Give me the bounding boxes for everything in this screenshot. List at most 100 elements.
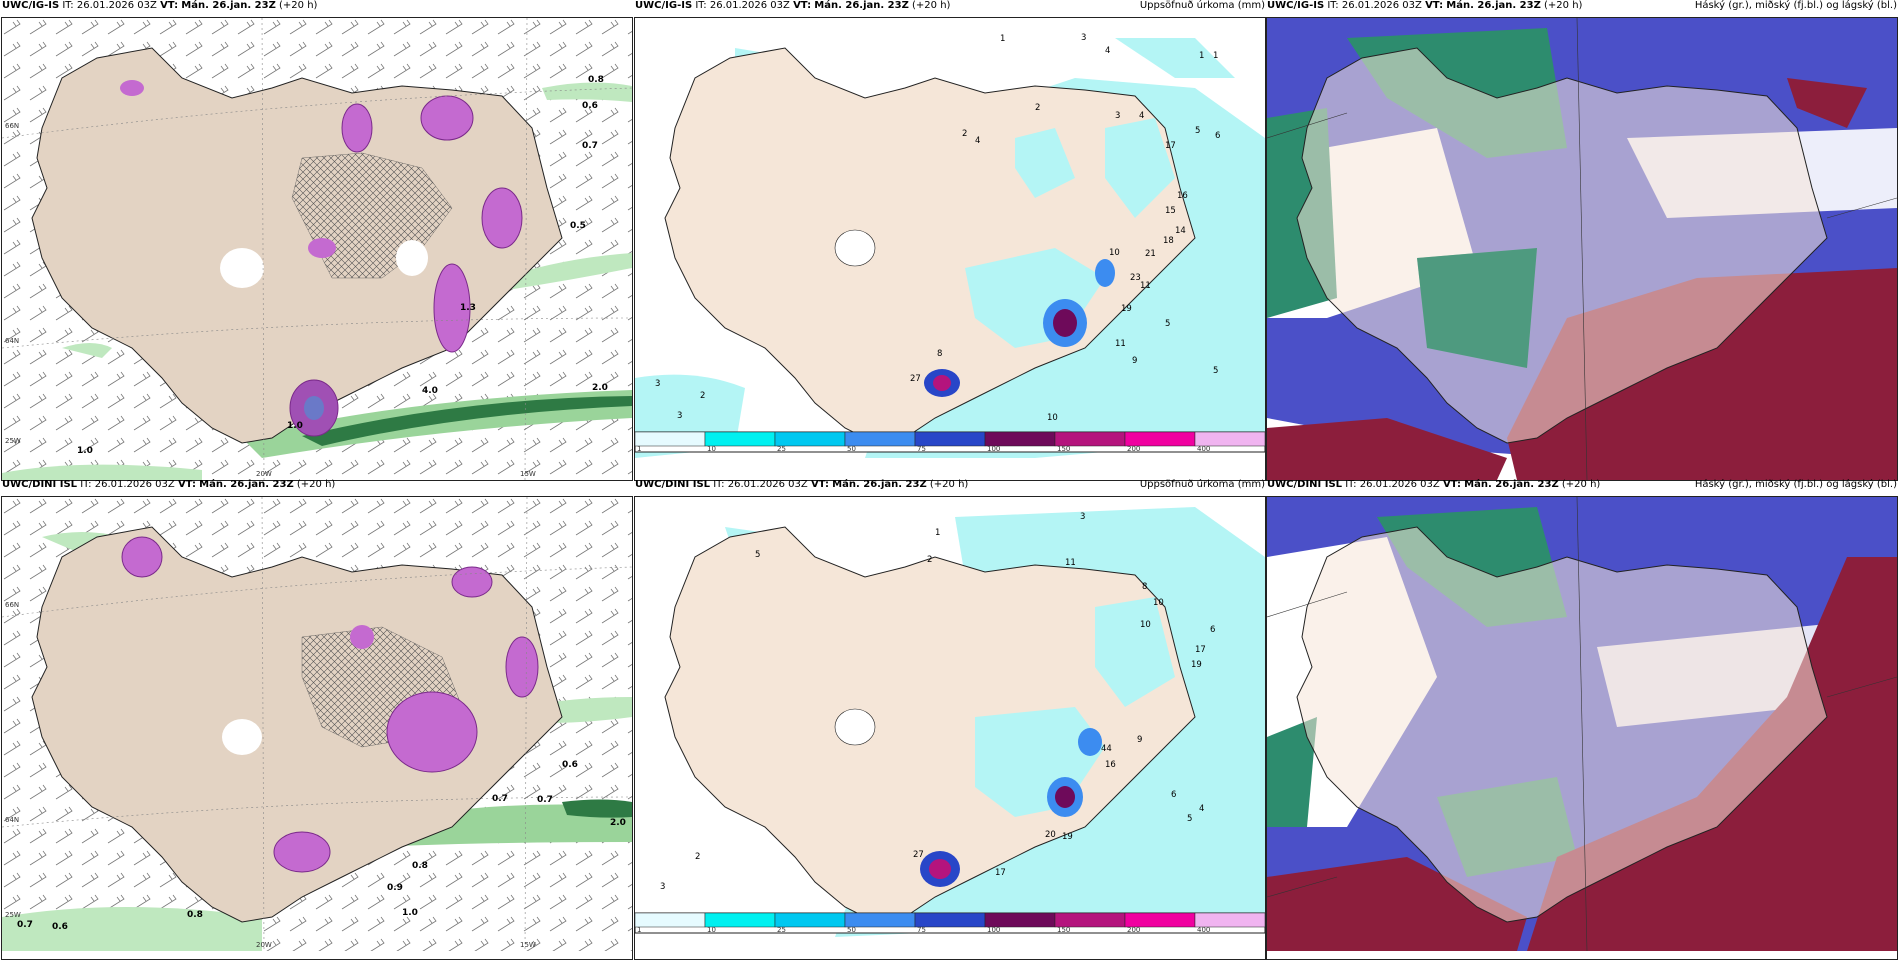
colorbar-tick: 400 — [1197, 926, 1210, 934]
lat-label: 66N — [5, 601, 19, 609]
wind-label: 0.7 — [17, 920, 33, 930]
precip-value: 19 — [1121, 304, 1132, 314]
precip-value: 21 — [1145, 249, 1156, 259]
colorbar-tick: 50 — [847, 926, 856, 934]
model-name: UWC/IG-IS — [635, 0, 693, 11]
colorbar-tick: 200 — [1127, 445, 1140, 453]
precip-value: 2 — [927, 555, 932, 565]
precip-value: 5 — [1187, 814, 1192, 824]
wind-label: 0.6 — [582, 101, 598, 111]
lon-label: 15W — [520, 941, 536, 949]
vt-value: Mán. 26.jan. 23Z — [181, 0, 276, 11]
panel-top-accum-precip: UWC/IG-IS IT: 26.01.2026 03Z VT: Mán. 26… — [634, 0, 1266, 481]
it-value: 26.01.2026 03Z — [94, 479, 175, 490]
precip-value: 17 — [1165, 141, 1176, 151]
precip-value: 16 — [1105, 760, 1116, 770]
it-value: 26.01.2026 03Z — [76, 0, 157, 11]
colorbar-segment — [914, 912, 986, 928]
wind-label: 0.8 — [588, 75, 604, 85]
precip-value: 11 — [1065, 558, 1076, 568]
it-value: 26.01.2026 03Z — [1341, 0, 1422, 11]
precip-value: 2 — [695, 852, 700, 862]
precip-value: 3 — [655, 379, 660, 389]
precip-value: 3 — [660, 882, 665, 892]
colorbar: 1 10 25 50 75 100 150 200 400 — [635, 912, 1265, 934]
map-title: Háský (gr.), miðský (fj.bl.) og lágský (… — [1694, 0, 1897, 11]
colorbar-segment — [774, 431, 846, 447]
vt-label: VT: — [160, 0, 179, 11]
it-label: IT: — [62, 0, 74, 11]
vt-label: VT: — [810, 479, 829, 490]
precip-value: 9 — [1132, 356, 1137, 366]
it-value: 26.01.2026 03Z — [727, 479, 808, 490]
colorbar-tick: 1 — [637, 445, 641, 453]
precip-value: 8 — [1142, 582, 1147, 592]
wind-label: 0.5 — [570, 221, 586, 231]
it-label: IT: — [1345, 479, 1357, 490]
precip-value: 5 — [755, 550, 760, 560]
precip-value: 3 — [1080, 512, 1085, 522]
wind-label: 1.0 — [77, 446, 93, 456]
precip-value: 11 — [1140, 281, 1151, 291]
colorbar-segment — [1054, 431, 1126, 447]
panel-bottom-accum-precip: UWC/DINI ISL IT: 26.01.2026 03Z VT: Mán.… — [634, 479, 1266, 960]
lead-time: (+20 h) — [296, 479, 336, 490]
panel-top-wind-precip: UWC/IG-IS IT: 26.01.2026 03Z VT: Mán. 26… — [1, 0, 633, 481]
precip-value: 14 — [1175, 226, 1186, 236]
wind-label: 0.6 — [52, 922, 68, 932]
vt-label: VT: — [793, 0, 812, 11]
precip-value: 5 — [1165, 319, 1170, 329]
wind-label: 0.7 — [537, 795, 553, 805]
wind-label: 2.0 — [592, 383, 608, 393]
it-label: IT: — [695, 0, 707, 11]
wind-label: 0.7 — [492, 794, 508, 804]
wind-label: 2.0 — [610, 818, 626, 828]
lat-label: 25W — [5, 437, 21, 445]
map-cloud-layers — [1267, 18, 1897, 480]
colorbar-segment — [1054, 912, 1126, 928]
colorbar-tick: 100 — [987, 926, 1000, 934]
lead-time: (+20 h) — [1561, 479, 1601, 490]
colorbar-tick: 200 — [1127, 926, 1140, 934]
colorbar-segment — [635, 912, 706, 928]
colorbar-segment — [984, 912, 1056, 928]
panel-header: UWC/IG-IS IT: 26.01.2026 03Z VT: Mán. 26… — [635, 0, 1265, 16]
lat-label: 25W — [5, 911, 21, 919]
precip-value: 17 — [995, 868, 1006, 878]
precip-value: 4 — [1139, 111, 1144, 121]
precip-value: 1 — [1000, 34, 1005, 44]
iceland-land — [664, 526, 1196, 923]
colorbar-tick: 50 — [847, 445, 856, 453]
precip-value: 10 — [1153, 598, 1164, 608]
colorbar-segment — [635, 431, 706, 447]
vt-value: Mán. 26.jan. 23Z — [832, 479, 927, 490]
colorbar-segment — [844, 431, 916, 447]
it-value: 26.01.2026 03Z — [1359, 479, 1440, 490]
colorbar-segment — [1124, 912, 1196, 928]
vt-value: Mán. 26.jan. 23Z — [199, 479, 294, 490]
precip-value: 11 — [1115, 339, 1126, 349]
precip-value: 10 — [1140, 620, 1151, 630]
model-name: UWC/IG-IS — [1267, 0, 1325, 11]
panel-header: UWC/DINI ISL IT: 26.01.2026 03Z VT: Mán.… — [635, 479, 1265, 495]
colorbar-tick: 25 — [777, 445, 786, 453]
colorbar-tick: 150 — [1057, 926, 1070, 934]
wind-label: 4.0 — [422, 386, 438, 396]
colorbar-segment — [704, 912, 776, 928]
precip-value: 17 — [1195, 645, 1206, 655]
precip-value: 3 — [1115, 111, 1120, 121]
precip-value: 5 — [1213, 366, 1218, 376]
it-label: IT: — [80, 479, 92, 490]
lat-label: 64N — [5, 337, 19, 345]
precip-value: 19 — [1191, 660, 1202, 670]
precip-value: 1 — [1213, 51, 1218, 61]
precip-value: 9 — [1137, 735, 1142, 745]
map-accumulated-precip: 1 3 4 1 1 2 4 2 3 4 5 6 16 17 15 14 18 2… — [635, 18, 1265, 480]
vt-label: VT: — [1442, 479, 1461, 490]
map-title: Uppsöfnuð úrkoma (mm) — [1139, 0, 1265, 11]
panel-header: UWC/DINI ISL IT: 26.01.2026 03Z VT: Mán.… — [2, 479, 632, 495]
lead-time: (+20 h) — [912, 0, 951, 11]
lon-label: 20W — [256, 941, 272, 949]
lead-time: (+20 h) — [929, 479, 969, 490]
wind-label: 1.0 — [402, 908, 418, 918]
